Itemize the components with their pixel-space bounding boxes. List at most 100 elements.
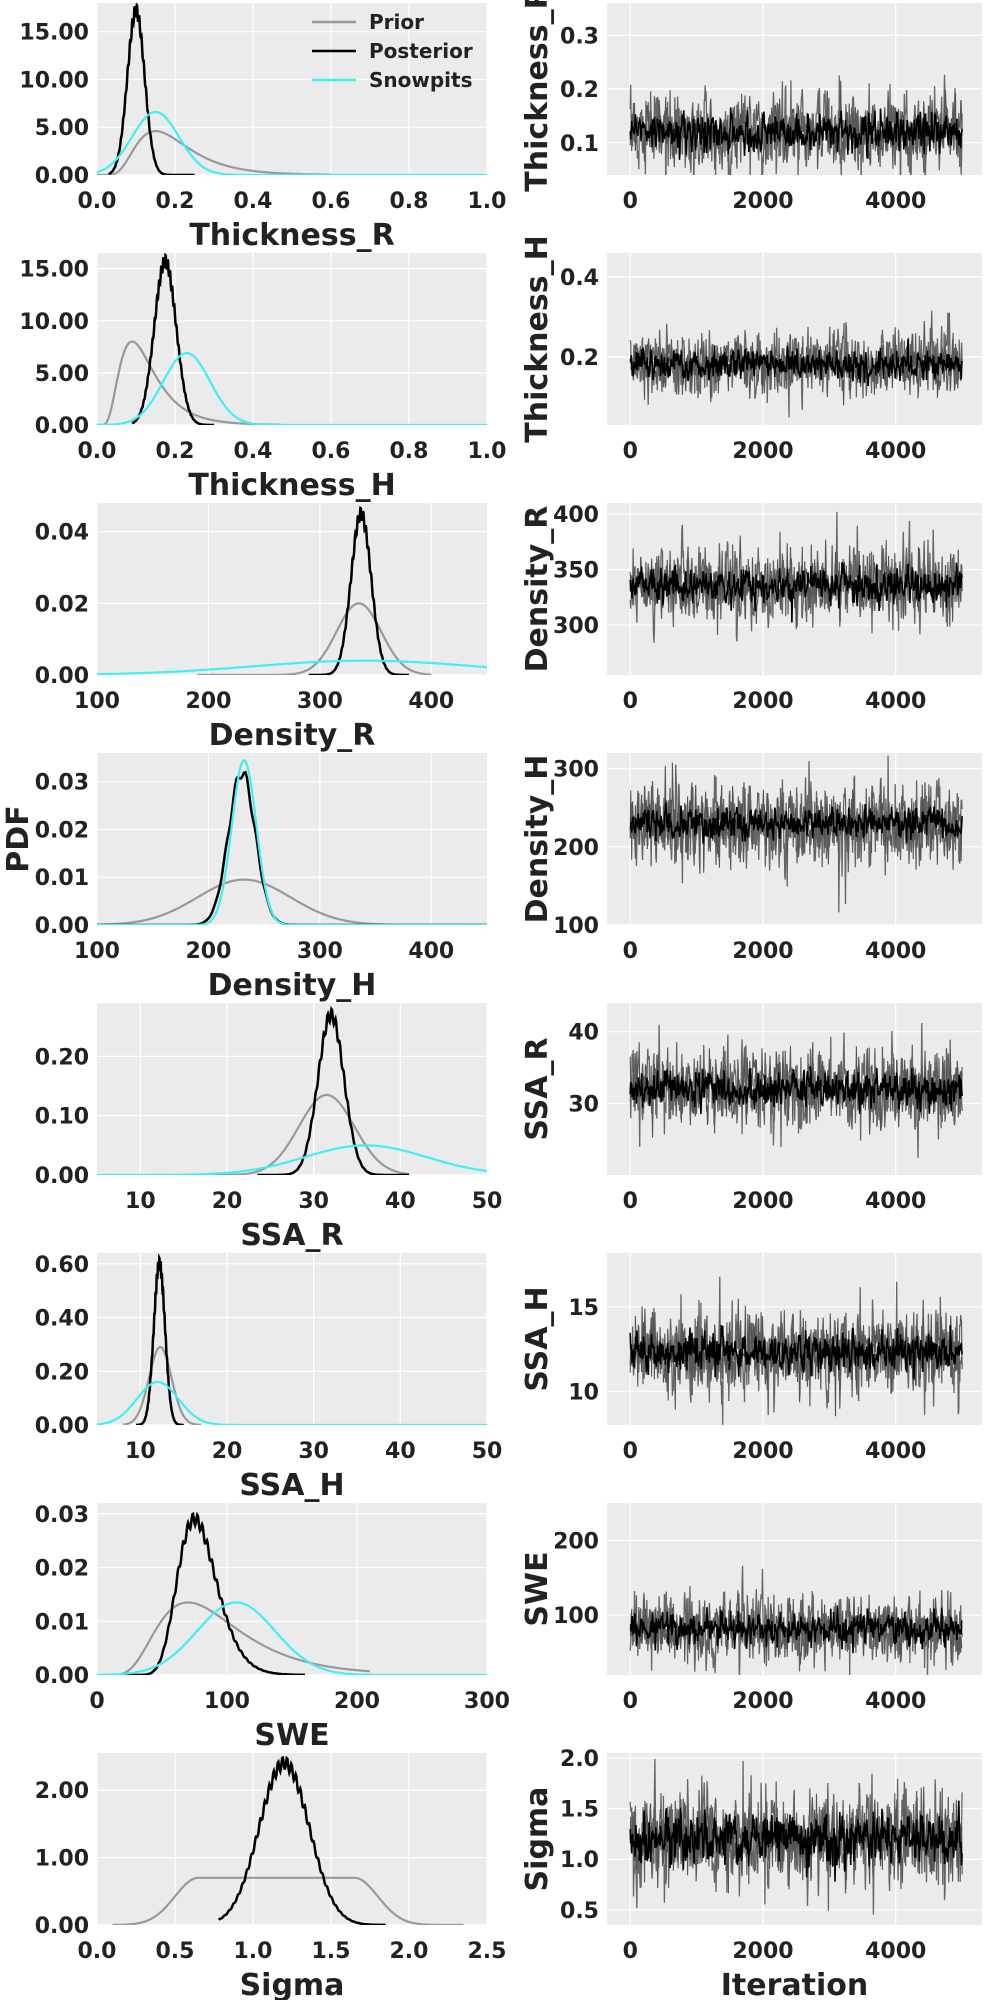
- x-tick-label: 10: [125, 1189, 156, 1214]
- trace-y-axis-label: SSA_R: [520, 1037, 555, 1140]
- y-tick-label: 0.03: [35, 1503, 89, 1528]
- y-tick-label: 200: [553, 836, 599, 861]
- density-curve-posterior: [257, 1005, 409, 1175]
- density-panel-swe: 0 100 200 300 0.00 0.01 0.02 0.03 SWE: [35, 1503, 510, 1753]
- x-tick-label: 100: [74, 939, 120, 964]
- y-tick-label: 0.00: [35, 1664, 89, 1689]
- density-panel-thickness-h: 0.0 0.2 0.4 0.6 0.8 1.0 0.00 5.00 10.00 15.00 Thic…: [19, 253, 506, 503]
- x-tick-label: 400: [408, 689, 454, 714]
- trace-chain-inner: [629, 802, 963, 844]
- x-tick-label: 1.0: [468, 439, 507, 464]
- density-panel-sigma: 0.0 0.5 1.0 1.5 2.0 2.5 0.00 1.00 2.00 Sigma: [35, 1753, 506, 2000]
- x-tick-label: 0.6: [312, 189, 351, 214]
- y-axis-label: PDF: [1, 805, 36, 872]
- x-tick-label: 2000: [732, 1689, 793, 1714]
- x-tick-label: 2000: [732, 1939, 793, 1964]
- y-tick-label: 10.00: [19, 310, 89, 335]
- density-panel-ssa-r: 10 20 30 40 50 0.00 0.10 0.20 SSA_R: [35, 1003, 503, 1253]
- y-tick-label: 400: [553, 503, 599, 528]
- y-tick-label: 0.00: [35, 914, 89, 939]
- trace-chain-inner: [629, 562, 963, 623]
- x-tick-label: 2000: [732, 1439, 793, 1464]
- density-curve-posterior: [123, 1511, 305, 1675]
- x-tick-label: 0.4: [234, 189, 273, 214]
- x-tick-label: 4000: [865, 189, 926, 214]
- trace-chain-inner: [629, 1066, 963, 1115]
- x-tick-label: 4000: [865, 1939, 926, 1964]
- y-tick-label: 0.00: [35, 664, 89, 689]
- x-tick-label: 300: [297, 689, 343, 714]
- legend-label-prior: Prior: [369, 10, 424, 34]
- trace-chain-inner: [629, 1800, 963, 1882]
- density-curve-snowpits: [97, 1380, 487, 1425]
- y-tick-label: 2.00: [35, 1779, 89, 1804]
- y-tick-label: 5.00: [35, 116, 89, 141]
- plot-area-background: [607, 1503, 982, 1675]
- x-tick-label: 2000: [732, 689, 793, 714]
- y-tick-label: 0.01: [35, 866, 89, 891]
- x-tick-label: 0.0: [78, 189, 117, 214]
- y-tick-label: 0.00: [35, 1414, 89, 1439]
- x-tick-label: 4000: [865, 1439, 926, 1464]
- x-tick-label: 300: [297, 939, 343, 964]
- density-curve-posterior: [108, 3, 195, 175]
- x-tick-label: 0: [623, 1689, 638, 1714]
- trace-chain-inner: [629, 339, 963, 387]
- trace-panel-ssa-r: 0 2000 4000 30 40 SSA_R: [520, 1003, 982, 1214]
- x-tick-label: 200: [334, 1689, 380, 1714]
- y-tick-label: 10: [568, 1380, 599, 1405]
- plot-area-background: [97, 1503, 487, 1675]
- x-tick-label: 2000: [732, 189, 793, 214]
- density-panel-thickness-r: 0.0 0.2 0.4 0.6 0.8 1.0 0.00 5.00 10.00 15.00 Thic…: [19, 3, 506, 253]
- density-curve-prior: [122, 1345, 201, 1425]
- x-tick-label: 1.0: [468, 189, 507, 214]
- x-tick-label: 2000: [732, 1189, 793, 1214]
- x-tick-label: 4000: [865, 439, 926, 464]
- density-panel-density-r: 100 200 300 400 0.00 0.02 0.04 Density_R: [35, 503, 487, 753]
- y-tick-label: 0.00: [35, 1164, 89, 1189]
- x-tick-label: 40: [385, 1439, 416, 1464]
- plot-area-background: [97, 1753, 487, 1925]
- y-tick-label: 0.10: [35, 1105, 89, 1130]
- x-axis-label: Thickness_R: [189, 218, 394, 253]
- x-tick-label: 0: [623, 1439, 638, 1464]
- trace-y-axis-label: Thickness_H: [520, 235, 555, 442]
- x-tick-label: 0.6: [312, 439, 351, 464]
- density-curve-prior: [112, 1876, 464, 1925]
- x-tick-label: 2000: [732, 939, 793, 964]
- y-tick-label: 0.01: [35, 1610, 89, 1635]
- x-tick-label: 1.0: [234, 1939, 273, 1964]
- density-curve-posterior: [131, 253, 214, 425]
- y-tick-label: 0.02: [35, 818, 89, 843]
- y-tick-label: 40: [568, 1021, 599, 1046]
- x-tick-label: 4000: [865, 1689, 926, 1714]
- y-tick-label: 15.00: [19, 258, 89, 283]
- x-tick-label: 0.5: [156, 1939, 195, 1964]
- x-tick-label: 50: [472, 1189, 503, 1214]
- x-tick-label: 0.0: [78, 1939, 117, 1964]
- density-curve-snowpits: [97, 659, 487, 675]
- x-tick-label: 50: [472, 1439, 503, 1464]
- trace-chain-inner: [629, 107, 963, 160]
- x-tick-label: 0: [623, 689, 638, 714]
- y-tick-label: 0.00: [35, 1914, 89, 1939]
- x-tick-label: 0.8: [390, 189, 429, 214]
- density-curve-posterior: [308, 506, 409, 675]
- y-tick-label: 0.00: [35, 164, 89, 189]
- x-axis-label: Density_H: [208, 968, 377, 1003]
- trace-y-axis-label: Density_H: [520, 755, 555, 924]
- x-tick-label: 0: [623, 189, 638, 214]
- y-tick-label: 0.02: [35, 1557, 89, 1582]
- y-tick-label: 15: [568, 1296, 599, 1321]
- y-tick-label: 0.02: [35, 592, 89, 617]
- density-curve-snowpits: [97, 758, 487, 925]
- x-axis-label: SWE: [254, 1718, 329, 1753]
- x-tick-label: 0.8: [390, 439, 429, 464]
- x-tick-label: 20: [212, 1439, 243, 1464]
- y-tick-label: 300: [553, 758, 599, 783]
- x-tick-label: 1.5: [312, 1939, 351, 1964]
- x-tick-label: 0: [623, 939, 638, 964]
